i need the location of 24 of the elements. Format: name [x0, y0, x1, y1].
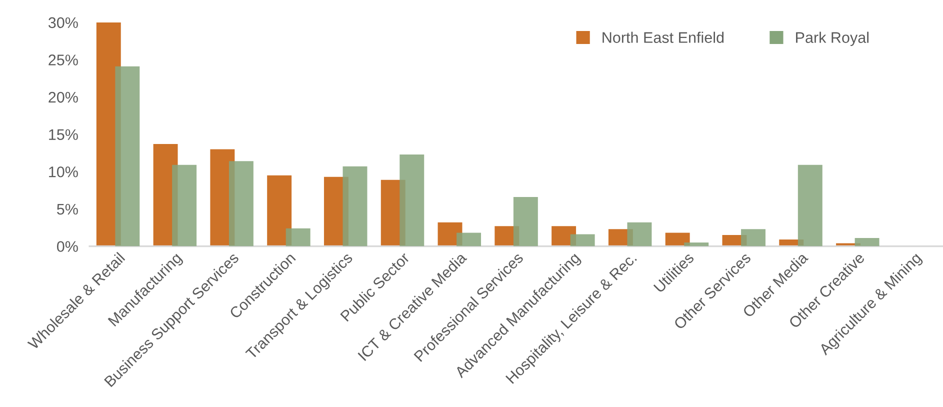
- bar: [286, 228, 310, 246]
- bar: [684, 242, 709, 246]
- bar: [400, 154, 424, 246]
- bar: [627, 222, 652, 246]
- bar: [456, 232, 482, 246]
- legend-label: North East Enfield: [602, 32, 724, 43]
- y-tick-label: 30%: [48, 17, 78, 28]
- bar: [342, 166, 368, 246]
- y-tick-label: 20%: [48, 92, 78, 103]
- bar: [854, 238, 880, 246]
- y-tick-label: 10%: [49, 166, 78, 178]
- y-tick-label: 25%: [48, 54, 78, 66]
- bar: [741, 229, 766, 246]
- bar: [115, 66, 140, 246]
- y-tick-label: 15%: [49, 129, 78, 140]
- bar: [798, 164, 822, 246]
- y-tick-label: 5%: [57, 204, 78, 215]
- legend-label: Park Royal: [796, 32, 868, 46]
- bar: [228, 161, 254, 246]
- bar: [172, 164, 197, 246]
- y-tick-label: 0%: [56, 241, 78, 252]
- bar: [267, 175, 292, 246]
- bar: [513, 196, 538, 246]
- bar: [570, 234, 595, 246]
